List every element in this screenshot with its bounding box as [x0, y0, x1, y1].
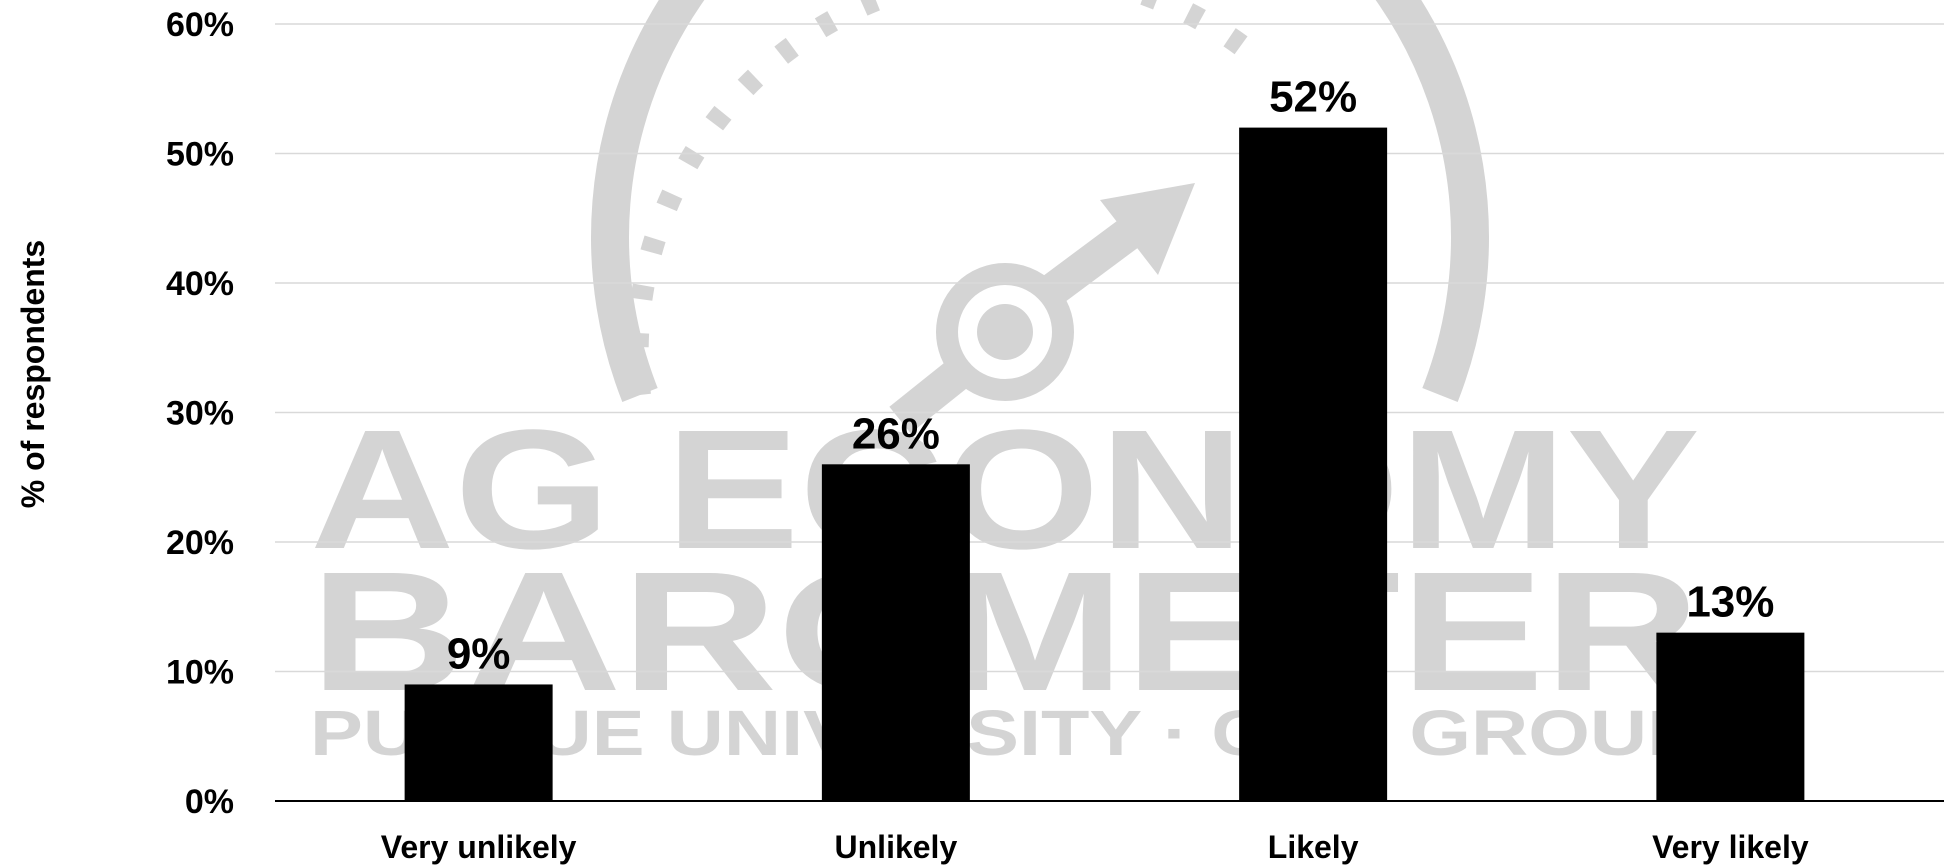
- category-label: Very likely: [1652, 829, 1809, 865]
- bars: [404, 127, 1805, 802]
- watermark-line1: AG ECONOMY: [310, 395, 1700, 585]
- x-axis-category-labels: Very unlikely Unlikely Likely Very likely: [381, 829, 1809, 865]
- category-label: Very unlikely: [381, 829, 577, 865]
- y-tick-label: 30%: [166, 395, 234, 433]
- y-tick-label: 10%: [166, 654, 234, 692]
- y-axis-title: % of respondents: [15, 240, 51, 508]
- y-tick-label: 40%: [166, 265, 234, 303]
- bar-unlikely: [821, 464, 970, 801]
- data-label: 52%: [1269, 73, 1357, 122]
- data-label: 9%: [447, 629, 511, 678]
- category-label: Likely: [1268, 829, 1359, 865]
- y-tick-label: 60%: [166, 6, 234, 44]
- y-tick-label: 0%: [185, 783, 234, 821]
- bar-likely: [1239, 127, 1388, 802]
- y-tick-label: 50%: [166, 136, 234, 174]
- y-tick-label: 20%: [166, 524, 234, 562]
- watermark: AG ECONOMY BAROMETER PURDUE UNIVERSITY ·…: [310, 0, 1700, 769]
- bar-very-likely: [1656, 632, 1805, 801]
- bar-very-unlikely: [404, 684, 553, 801]
- data-label: 26%: [852, 409, 940, 458]
- category-label: Unlikely: [835, 829, 958, 865]
- data-labels: 9% 26% 52% 13%: [447, 73, 1775, 679]
- y-axis-tick-labels: 0% 10% 20% 30% 40% 50% 60%: [166, 6, 234, 821]
- data-label: 13%: [1686, 578, 1774, 627]
